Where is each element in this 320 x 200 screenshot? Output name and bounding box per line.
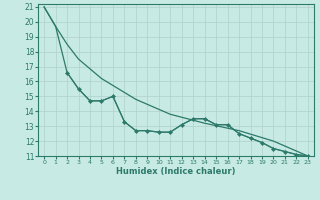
X-axis label: Humidex (Indice chaleur): Humidex (Indice chaleur) bbox=[116, 167, 236, 176]
